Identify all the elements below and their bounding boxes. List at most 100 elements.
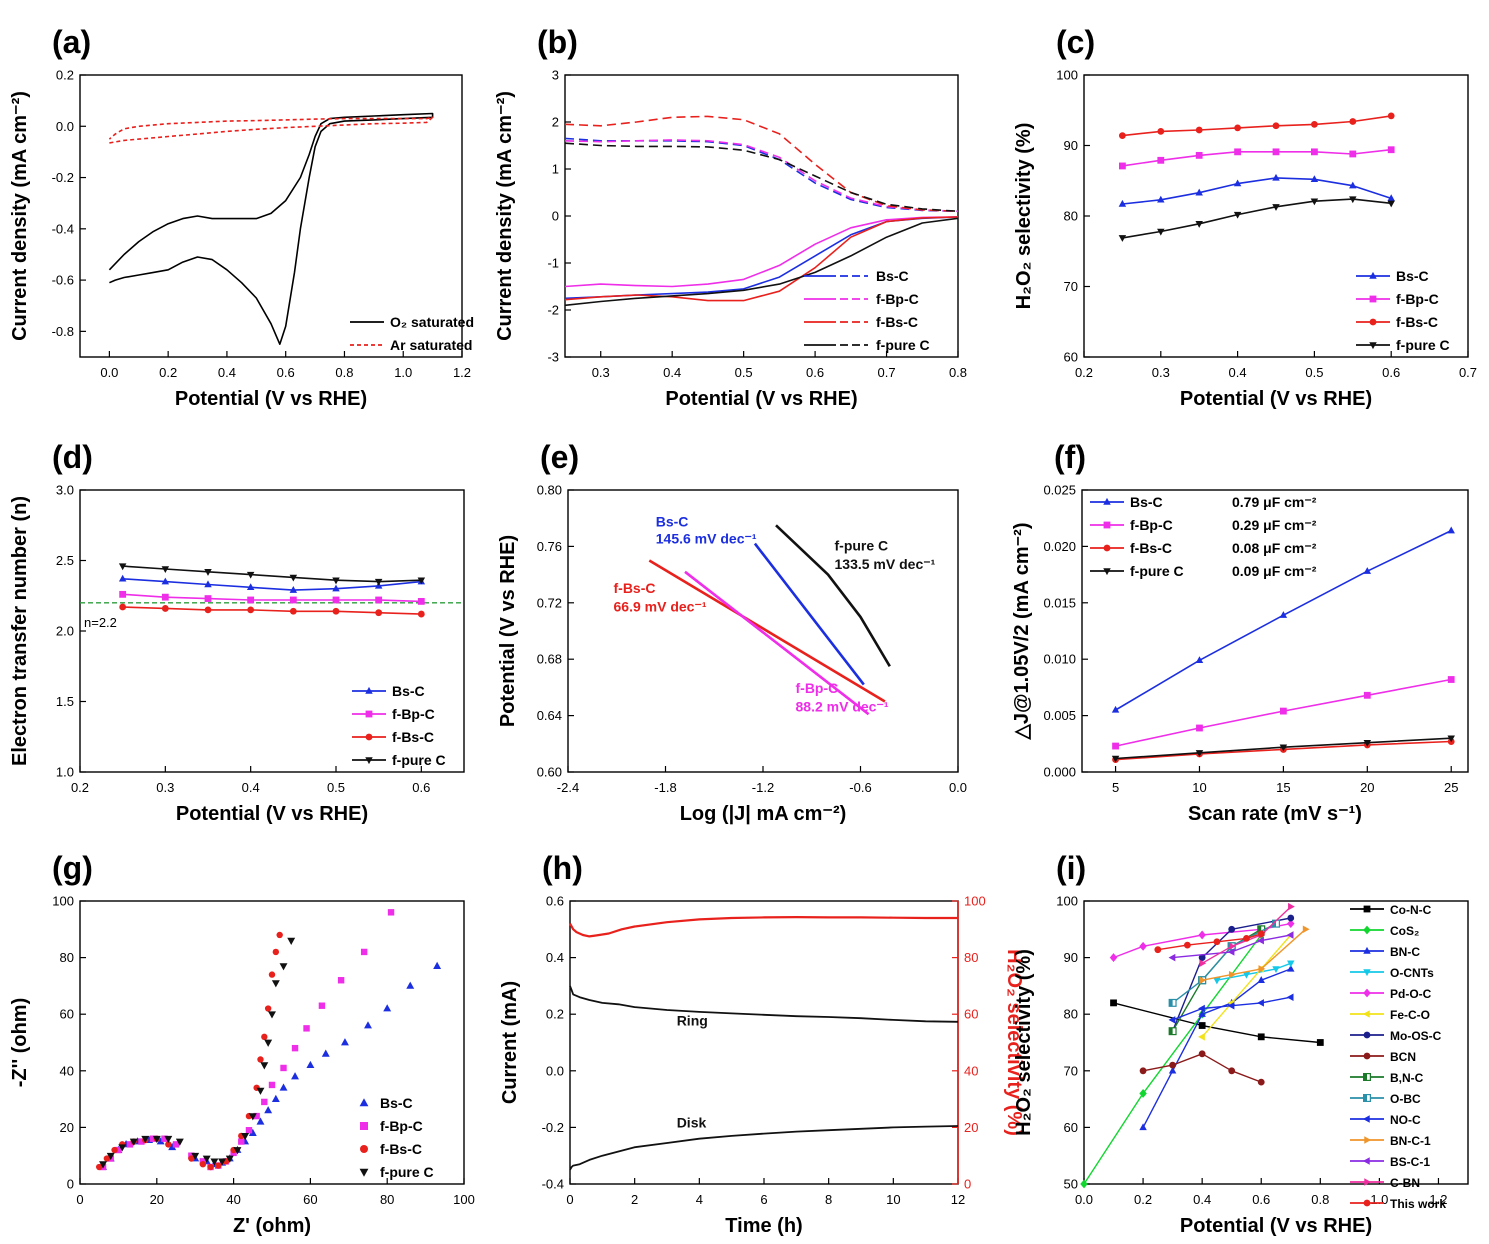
data-point	[289, 607, 297, 615]
annotation-text: Disk	[677, 1114, 707, 1130]
series-line	[1122, 198, 1392, 239]
data-point	[1257, 1033, 1265, 1041]
plot-frame	[569, 900, 959, 1185]
data-point	[1349, 196, 1357, 204]
series-f-bp-c	[119, 590, 425, 605]
data-point	[1287, 919, 1295, 929]
data-point	[318, 1002, 326, 1009]
chart-panel-a: (a) 0.0 0.2 0.4 0.6 0.8 1.0 1.2 -0.8 -0.6 -0.4 -0.2…	[9, 24, 474, 410]
y-tick-label: 0.0	[546, 1063, 564, 1078]
data-point	[1118, 235, 1127, 242]
legend-marker	[365, 686, 373, 694]
data-point	[1169, 1061, 1177, 1069]
series-line	[122, 593, 422, 603]
series-line-dashed	[564, 115, 959, 213]
data-point	[332, 596, 340, 604]
annotation-text: Bs-C	[656, 514, 689, 530]
data-point	[1349, 118, 1357, 125]
data-point	[291, 1044, 299, 1052]
series-line	[1142, 968, 1292, 1128]
data-point	[1139, 941, 1147, 951]
y-tick-label: 0.005	[1043, 708, 1076, 723]
data-point	[289, 574, 298, 582]
x-tick-label: 0.6	[1252, 1192, 1270, 1207]
data-point	[433, 961, 442, 969]
data-point	[1111, 755, 1120, 763]
series-line	[564, 216, 959, 300]
data-point	[204, 580, 212, 588]
data-point	[337, 977, 345, 984]
legend-marker	[1103, 497, 1111, 505]
data-point	[1363, 567, 1372, 574]
series-line	[1115, 529, 1452, 711]
legend-marker	[1369, 342, 1377, 350]
legend-label: O-CNTs	[1390, 966, 1434, 980]
data-point	[204, 595, 212, 602]
y-tick-label: 0.76	[537, 539, 562, 554]
data-point	[287, 937, 296, 945]
series-cos-	[1080, 930, 1265, 1189]
data-point	[1363, 739, 1372, 747]
chart-panel-i: (i) 0.0 0.2 0.4 0.6 0.8 1.0 1.2 50 60 70 80 90 100 Pot…	[1013, 850, 1469, 1237]
panel-label: (b)	[537, 24, 578, 60]
chart-panel-d: (d) 0.2 0.3 0.4 0.5 0.6 1.0 1.5 2.0 2.5 3.0 Potenti…	[9, 439, 465, 825]
legend-label: Bs-C	[1130, 494, 1163, 510]
y-tick-label: 80	[1064, 1007, 1078, 1022]
legend-label: Bs-C	[1396, 268, 1429, 284]
series-f-pure-c	[564, 142, 959, 307]
data-point	[289, 586, 298, 593]
x-tick-label: 0.3	[1152, 365, 1170, 380]
x-axis-label: Time (h)	[725, 1215, 802, 1237]
x-tick-label: 25	[1444, 780, 1458, 795]
data-point	[1119, 132, 1126, 140]
y-right-tick-label: 20	[964, 1120, 978, 1135]
y-axis-label: Electron transfer number (n)	[9, 496, 31, 766]
y-tick-label: 100	[52, 894, 74, 909]
data-point	[1257, 1078, 1265, 1086]
x-tick-label: 8	[825, 1192, 832, 1207]
x-axis-label: Log (|J| mA cm⁻²)	[680, 803, 847, 825]
data-point	[165, 1141, 172, 1148]
data-point	[1279, 611, 1288, 618]
y-axis-label: Current density (mA cm⁻²)	[494, 91, 516, 341]
series-line	[1113, 1002, 1321, 1044]
y-tick-label: 70	[1064, 279, 1078, 294]
x-tick-label: 0.8	[949, 365, 967, 380]
legend-label: Mo-OS-C	[1390, 1029, 1442, 1043]
legend-marker	[365, 710, 373, 718]
series-f-bs-c	[564, 115, 959, 302]
data-point	[1279, 707, 1287, 715]
data-point	[164, 1135, 173, 1144]
y-axis-label: Current density (mA cm⁻²)	[9, 91, 31, 341]
y-tick-label: 90	[1064, 950, 1078, 965]
data-point	[1257, 930, 1265, 938]
y-tick-label: 1	[552, 162, 559, 177]
series-f-pure-c	[99, 937, 296, 1169]
data-point	[1272, 148, 1280, 156]
plot-frame	[79, 900, 465, 1185]
legend-value: 0.09 μF cm⁻²	[1232, 563, 1317, 579]
panel-label: (f)	[1054, 439, 1086, 475]
legend-label: f-Bs-C	[392, 729, 434, 745]
data-point	[161, 577, 170, 585]
series-line	[1172, 934, 1291, 959]
legend-label: CoS₂	[1390, 924, 1419, 938]
legend-label: Bs-C	[876, 268, 909, 284]
legend-marker	[1363, 925, 1371, 935]
y-tick-label: 0.0	[56, 119, 74, 134]
data-point	[1157, 195, 1165, 203]
y-tick-label: 3	[552, 68, 559, 83]
series-bs-c	[1111, 526, 1455, 713]
legend-label: f-Bp-C	[876, 291, 919, 307]
data-point	[247, 606, 255, 614]
data-point	[207, 1163, 214, 1171]
y-axis-label: △J@1.05V/2 (mA cm⁻²)	[1011, 523, 1033, 741]
legend-label: f-pure C	[1130, 563, 1184, 579]
legend-marker	[360, 1122, 368, 1130]
series-bs-c	[1118, 173, 1395, 207]
y-tick-label: 2.0	[56, 624, 74, 639]
series-line-dashed	[564, 137, 959, 213]
panel-label: (a)	[52, 24, 91, 60]
x-tick-label: 20	[150, 1192, 164, 1207]
data-point	[1302, 925, 1310, 934]
